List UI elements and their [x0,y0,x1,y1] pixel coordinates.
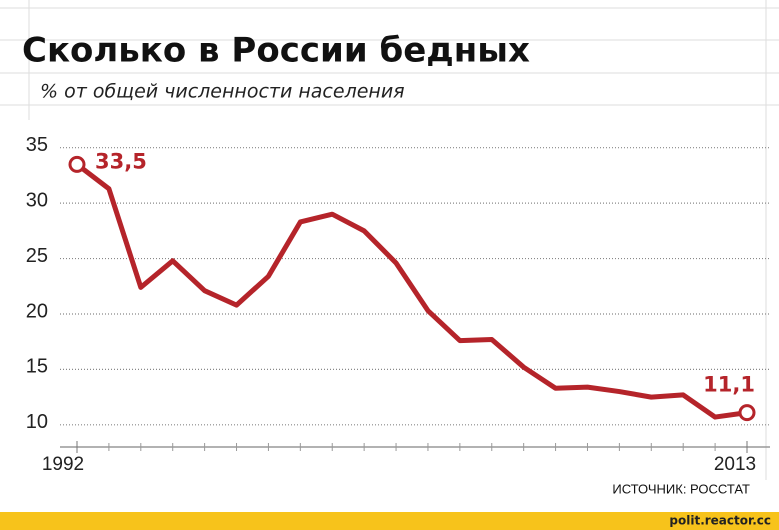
x-tick-label: 2013 [714,454,756,475]
footer-bar [0,512,779,530]
value-label: 11,1 [703,373,755,397]
y-tick-label: 30 [26,189,48,211]
y-tick-label: 35 [26,134,48,156]
y-tick-label: 25 [26,245,48,267]
y-tick-label: 15 [26,356,48,378]
background-grid [0,0,779,480]
data-line [75,162,748,420]
y-tick-label: 20 [26,300,48,322]
chart-subtitle: % от общей численности населения [40,81,405,103]
x-tick-label: 1992 [42,454,84,475]
end-point [738,404,756,422]
chart-title: Сколько в России бедных [22,31,530,71]
y-tick-label: 10 [26,411,48,433]
source: ИСТОЧНИК: РОССТАТ [612,481,750,496]
end-point [68,155,86,173]
watermark: polit.reactor.cc [669,514,771,528]
value-label: 33,5 [95,149,147,173]
